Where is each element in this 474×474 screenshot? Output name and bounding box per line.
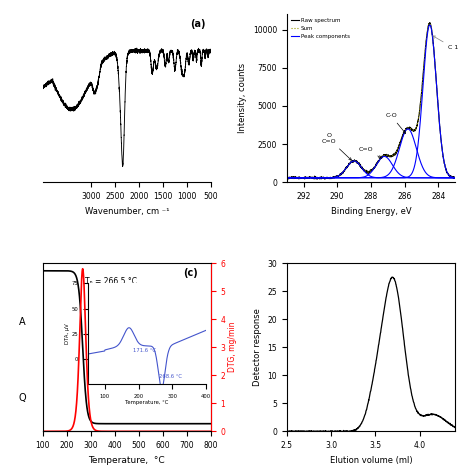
Text: Q: Q (18, 392, 26, 403)
X-axis label: Temperature,  °C: Temperature, °C (89, 456, 165, 465)
X-axis label: Wavenumber, cm ⁻¹: Wavenumber, cm ⁻¹ (84, 207, 169, 216)
Text: C-O: C-O (385, 113, 406, 134)
Peak components (418, 114, 423, 119)
Raw spectrum (454, 175, 459, 181)
Text: Tₙ = 266.5 °C: Tₙ = 266.5 °C (85, 277, 137, 286)
Text: (c): (c) (183, 268, 198, 278)
Raw spectrum (290, 176, 295, 182)
Sum (427, 20, 432, 26)
Text: C=O: C=O (358, 147, 381, 158)
Peak components (322, 175, 328, 181)
Peak components (275, 175, 281, 181)
Y-axis label: Intensity, counts: Intensity, counts (238, 63, 247, 133)
Legend: Raw spectrum, Sum, Peak components: Raw spectrum, Sum, Peak components (290, 17, 351, 40)
Peak components (352, 175, 358, 181)
Line: Raw spectrum: Raw spectrum (278, 23, 464, 179)
Sum (284, 175, 290, 181)
Peak components (461, 175, 466, 181)
Raw spectrum (427, 20, 432, 26)
Sum (352, 158, 358, 164)
Raw spectrum (322, 175, 328, 181)
Peak components (290, 175, 295, 181)
Y-axis label: DTG, mg/min: DTG, mg/min (228, 322, 237, 373)
Line: Peak components: Peak components (278, 25, 464, 178)
Raw spectrum (284, 176, 290, 182)
Raw spectrum (461, 174, 466, 180)
Sum (461, 175, 466, 181)
Sum (322, 175, 328, 181)
Raw spectrum (275, 174, 281, 180)
Sum (275, 175, 281, 181)
Text: (a): (a) (191, 19, 206, 29)
Text: A: A (19, 317, 26, 327)
Sum (454, 175, 459, 181)
Sum (418, 99, 423, 104)
Text: C 1: C 1 (433, 36, 458, 50)
Raw spectrum (418, 97, 424, 102)
Sum (290, 175, 295, 181)
Peak components (427, 22, 433, 28)
Peak components (284, 175, 290, 181)
Raw spectrum (279, 176, 285, 182)
Y-axis label: Detector response: Detector response (253, 308, 262, 386)
X-axis label: Binding Energy, eV: Binding Energy, eV (330, 207, 411, 216)
Peak components (454, 175, 459, 181)
Text: O
C=O: O C=O (321, 133, 351, 160)
Line: Sum: Sum (278, 23, 464, 178)
X-axis label: Elution volume (ml): Elution volume (ml) (329, 456, 412, 465)
Raw spectrum (352, 158, 358, 164)
